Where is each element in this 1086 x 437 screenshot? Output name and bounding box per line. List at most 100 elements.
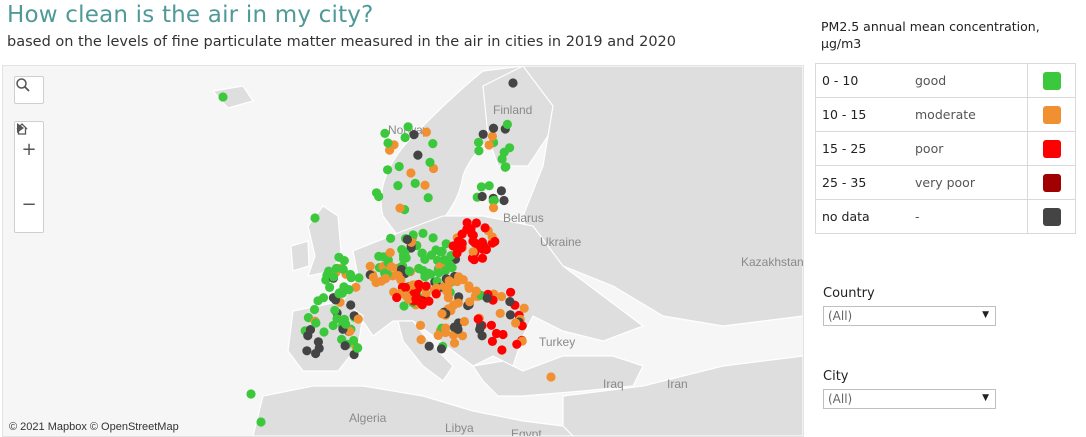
city-marker[interactable] — [393, 181, 403, 191]
city-marker[interactable] — [449, 338, 460, 348]
city-marker[interactable] — [481, 244, 491, 255]
city-marker[interactable] — [475, 324, 485, 334]
map-canvas[interactable]: Finland Norway Belarus Ukraine Kazakhsta… — [3, 66, 803, 436]
city-marker[interactable] — [433, 330, 443, 340]
city-marker[interactable] — [421, 289, 431, 299]
city-marker[interactable] — [337, 288, 347, 298]
city-marker[interactable] — [401, 291, 411, 301]
city-marker[interactable] — [486, 320, 496, 330]
city-marker[interactable] — [495, 308, 505, 318]
city-marker[interactable] — [383, 165, 393, 175]
city-marker[interactable] — [402, 234, 412, 245]
city-marker[interactable] — [414, 279, 424, 289]
city-marker[interactable] — [477, 237, 487, 247]
city-marker[interactable] — [420, 254, 430, 264]
city-marker[interactable] — [330, 305, 340, 315]
city-marker[interactable] — [487, 131, 497, 141]
city-marker[interactable] — [338, 264, 348, 274]
city-marker[interactable] — [421, 127, 431, 137]
city-marker[interactable] — [404, 266, 414, 276]
city-marker[interactable] — [341, 319, 351, 329]
city-marker[interactable] — [505, 310, 515, 320]
map-search-button[interactable] — [14, 76, 44, 104]
city-marker[interactable] — [506, 287, 516, 297]
city-marker[interactable] — [480, 223, 490, 233]
city-marker[interactable] — [385, 248, 395, 258]
city-marker[interactable] — [469, 255, 479, 265]
city-marker[interactable] — [457, 331, 468, 341]
city-marker[interactable] — [478, 129, 488, 139]
city-marker[interactable] — [353, 314, 363, 324]
city-marker[interactable] — [477, 191, 487, 202]
city-marker[interactable] — [454, 272, 464, 282]
city-markers[interactable] — [218, 78, 556, 427]
city-marker[interactable] — [396, 275, 406, 285]
city-marker[interactable] — [383, 138, 393, 148]
city-marker[interactable] — [325, 282, 335, 292]
city-marker[interactable] — [340, 341, 350, 351]
city-marker[interactable] — [428, 139, 438, 149]
city-marker[interactable] — [496, 291, 507, 302]
city-marker[interactable] — [406, 168, 416, 178]
city-marker[interactable] — [512, 339, 522, 349]
city-marker[interactable] — [437, 309, 447, 319]
city-marker[interactable] — [477, 253, 488, 263]
city-marker[interactable] — [409, 130, 419, 140]
city-marker[interactable] — [400, 132, 410, 143]
legend-row[interactable]: 15 - 25 poor — [816, 132, 1075, 166]
city-marker[interactable] — [488, 203, 499, 213]
city-marker[interactable] — [428, 233, 438, 243]
city-marker[interactable] — [519, 303, 529, 313]
city-marker[interactable] — [498, 329, 508, 340]
city-marker[interactable] — [508, 78, 518, 88]
city-marker[interactable] — [305, 325, 316, 335]
country-filter-select[interactable]: (All) ▼ — [823, 306, 996, 326]
city-marker[interactable] — [403, 122, 413, 132]
city-marker[interactable] — [400, 248, 410, 258]
city-marker[interactable] — [473, 137, 484, 147]
city-marker[interactable] — [436, 344, 446, 354]
city-marker[interactable] — [425, 157, 435, 167]
city-marker[interactable] — [346, 273, 356, 283]
city-marker[interactable] — [439, 255, 449, 265]
city-marker[interactable] — [395, 203, 405, 213]
city-marker[interactable] — [437, 246, 447, 256]
city-marker[interactable] — [351, 282, 361, 292]
city-marker[interactable] — [424, 296, 434, 306]
city-marker[interactable] — [313, 296, 323, 306]
city-marker[interactable] — [410, 178, 420, 188]
city-marker[interactable] — [431, 289, 441, 299]
city-marker[interactable] — [462, 218, 472, 228]
city-marker[interactable] — [474, 146, 484, 156]
city-marker[interactable] — [392, 292, 402, 303]
city-marker[interactable] — [464, 283, 474, 293]
city-marker[interactable] — [311, 318, 321, 328]
city-marker[interactable] — [386, 233, 396, 243]
city-marker[interactable] — [440, 327, 451, 338]
city-marker[interactable] — [411, 294, 421, 304]
city-marker[interactable] — [331, 263, 342, 273]
city-marker[interactable] — [309, 304, 320, 315]
city-marker[interactable] — [426, 250, 436, 260]
city-marker[interactable] — [496, 186, 506, 196]
city-marker[interactable] — [488, 196, 498, 206]
city-marker[interactable] — [218, 92, 228, 102]
city-marker[interactable] — [400, 282, 411, 293]
city-marker[interactable] — [497, 154, 507, 164]
city-marker[interactable] — [440, 266, 450, 276]
city-marker[interactable] — [339, 256, 349, 266]
city-marker[interactable] — [449, 322, 459, 332]
city-marker[interactable] — [371, 277, 381, 288]
zoom-in-icon[interactable]: + — [21, 138, 37, 160]
city-marker[interactable] — [324, 266, 334, 276]
city-marker[interactable] — [416, 335, 426, 345]
legend-row[interactable]: no data - — [816, 200, 1075, 234]
city-marker[interactable] — [354, 273, 364, 283]
city-marker[interactable] — [328, 320, 338, 331]
city-marker[interactable] — [465, 297, 475, 307]
city-marker[interactable] — [380, 128, 390, 138]
city-marker[interactable] — [488, 123, 499, 133]
city-marker[interactable] — [394, 161, 404, 172]
city-marker[interactable] — [490, 236, 500, 247]
city-marker[interactable] — [502, 119, 512, 129]
